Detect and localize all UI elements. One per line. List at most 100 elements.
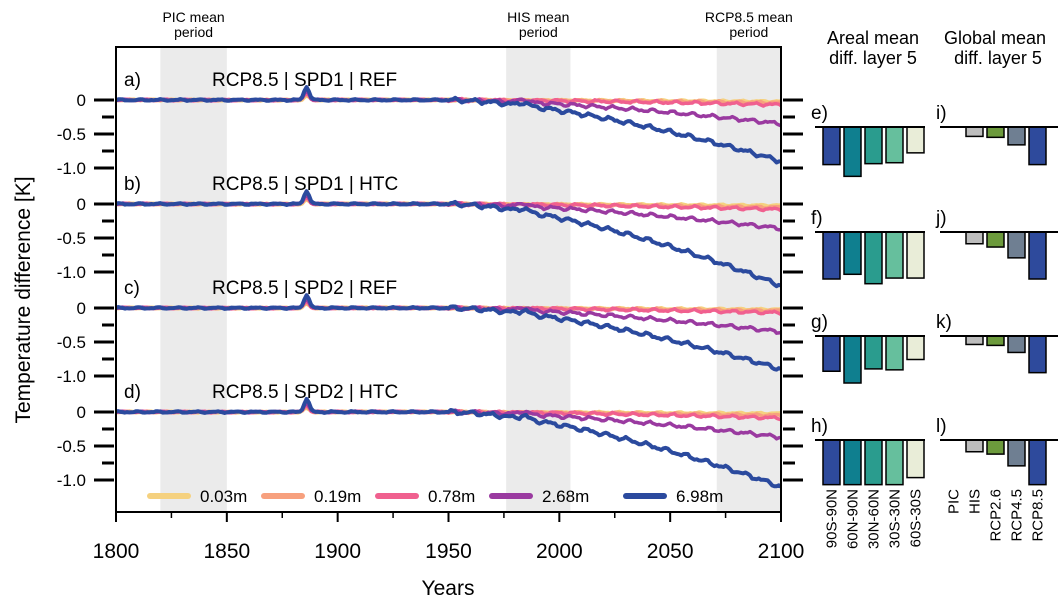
panel-title: RCP8.5 | SPD1 | HTC xyxy=(212,174,398,195)
areal-title-line2: diff. layer 5 xyxy=(829,48,917,68)
x-axis-label: Years xyxy=(422,577,475,600)
line-series xyxy=(115,85,783,489)
bar-panel-letter: l) xyxy=(936,416,947,437)
period-label-line2: period xyxy=(174,24,213,40)
bar-category-label: 30S-30N xyxy=(887,489,904,548)
bar xyxy=(1007,126,1026,146)
bar-panel-letter: e) xyxy=(811,103,828,124)
bar-category-label: HIS xyxy=(967,489,984,514)
period-band xyxy=(506,47,571,512)
bar-category-label: 30N-60N xyxy=(866,489,883,549)
bar xyxy=(965,231,984,245)
period-label-line1: HIS mean xyxy=(507,9,569,25)
bar xyxy=(822,335,841,372)
panel-title: RCP8.5 | SPD1 | REF xyxy=(212,70,397,91)
x-tick-label: 1800 xyxy=(93,540,140,563)
bar xyxy=(1007,439,1026,467)
bar xyxy=(822,126,841,166)
y-tick-label: 0 xyxy=(77,403,86,422)
period-label-line1: RCP8.5 mean xyxy=(705,9,793,25)
bar-category-label: 90S-90N xyxy=(824,489,841,548)
bar xyxy=(986,231,1005,248)
legend-label: 0.03m xyxy=(200,487,247,506)
y-tick-label: 0 xyxy=(77,299,86,318)
bar xyxy=(1028,439,1047,486)
panel-title: RCP8.5 | SPD2 | REF xyxy=(212,278,397,299)
bar-category-label: RCP8.5 xyxy=(1030,489,1047,542)
bar xyxy=(986,439,1005,455)
bar xyxy=(885,335,904,371)
y-axis-label: Temperature difference [K] xyxy=(12,176,35,423)
bar xyxy=(843,439,862,486)
bar-panel-letter: f) xyxy=(811,208,823,229)
y-tick-label: -1.0 xyxy=(57,471,86,490)
panel-letter: a) xyxy=(124,70,141,91)
x-tick-label: 2000 xyxy=(536,540,583,563)
bar xyxy=(885,439,904,486)
bar xyxy=(1007,231,1026,259)
y-tick-label: -1.0 xyxy=(57,367,86,386)
bar-category-label: PIC xyxy=(946,489,963,514)
legend-label: 0.78m xyxy=(428,487,475,506)
bar-category-label: 60N-90N xyxy=(845,489,862,549)
panel-letter: b) xyxy=(124,174,141,195)
bar xyxy=(965,335,984,346)
bar xyxy=(906,231,925,279)
bar xyxy=(843,231,862,276)
bar-category-label: RCP4.5 xyxy=(1009,489,1026,542)
panel-letter: c) xyxy=(124,278,140,299)
bar xyxy=(1028,126,1047,166)
x-tick-label: 2050 xyxy=(647,540,694,563)
period-label-line1: PIC mean xyxy=(162,9,224,25)
bar-panel-letter: i) xyxy=(936,103,947,124)
bar xyxy=(906,335,925,361)
bar xyxy=(885,231,904,279)
bar xyxy=(822,439,841,486)
legend-label: 2.68m xyxy=(542,487,589,506)
y-tick-label: 0 xyxy=(77,195,86,214)
y-tick-label: -1.0 xyxy=(57,263,86,282)
bar xyxy=(864,126,883,165)
y-tick-label: 0 xyxy=(77,91,86,110)
period-label-line2: period xyxy=(519,24,558,40)
bar xyxy=(864,439,883,486)
bar xyxy=(885,126,904,164)
x-tick-label: 1900 xyxy=(314,540,361,563)
bar xyxy=(986,126,1005,139)
bar xyxy=(843,335,862,384)
y-tick-label: -0.5 xyxy=(57,229,86,248)
x-tick-label: 2100 xyxy=(758,540,805,563)
legend-label: 0.19m xyxy=(314,487,361,506)
legend: 0.03m 0.19m 0.78m 2.68m 6.98m xyxy=(147,487,723,506)
bar xyxy=(843,126,862,178)
bar-panel-letter: g) xyxy=(811,312,828,333)
period-band xyxy=(160,47,227,512)
bar xyxy=(822,231,841,280)
y-tick-label: -0.5 xyxy=(57,333,86,352)
series-line xyxy=(115,85,781,165)
y-tick-label: -0.5 xyxy=(57,125,86,144)
bar xyxy=(906,126,925,154)
bar xyxy=(864,335,883,370)
bar xyxy=(986,335,1005,347)
y-tick-label: -1.0 xyxy=(57,159,86,178)
bar xyxy=(1028,335,1047,374)
panel-title: RCP8.5 | SPD2 | HTC xyxy=(212,382,398,403)
series-line xyxy=(115,189,782,289)
areal-title-line1: Areal mean xyxy=(827,28,919,48)
series-line xyxy=(115,396,783,489)
bar xyxy=(1028,231,1047,280)
bar-category-label: 60S-30S xyxy=(908,489,925,547)
legend-label: 6.98m xyxy=(676,487,723,506)
period-label-line2: period xyxy=(729,24,768,40)
panel-letter: d) xyxy=(124,382,141,403)
global-title-line1: Global mean xyxy=(944,28,1046,48)
y-tick-label: -0.5 xyxy=(57,437,86,456)
bar xyxy=(965,439,984,453)
series-line xyxy=(115,293,782,372)
x-tick-label: 1950 xyxy=(425,540,472,563)
bar xyxy=(1007,335,1026,354)
bar-panel-letter: j) xyxy=(935,208,947,229)
global-title-line2: diff. layer 5 xyxy=(954,48,1042,68)
